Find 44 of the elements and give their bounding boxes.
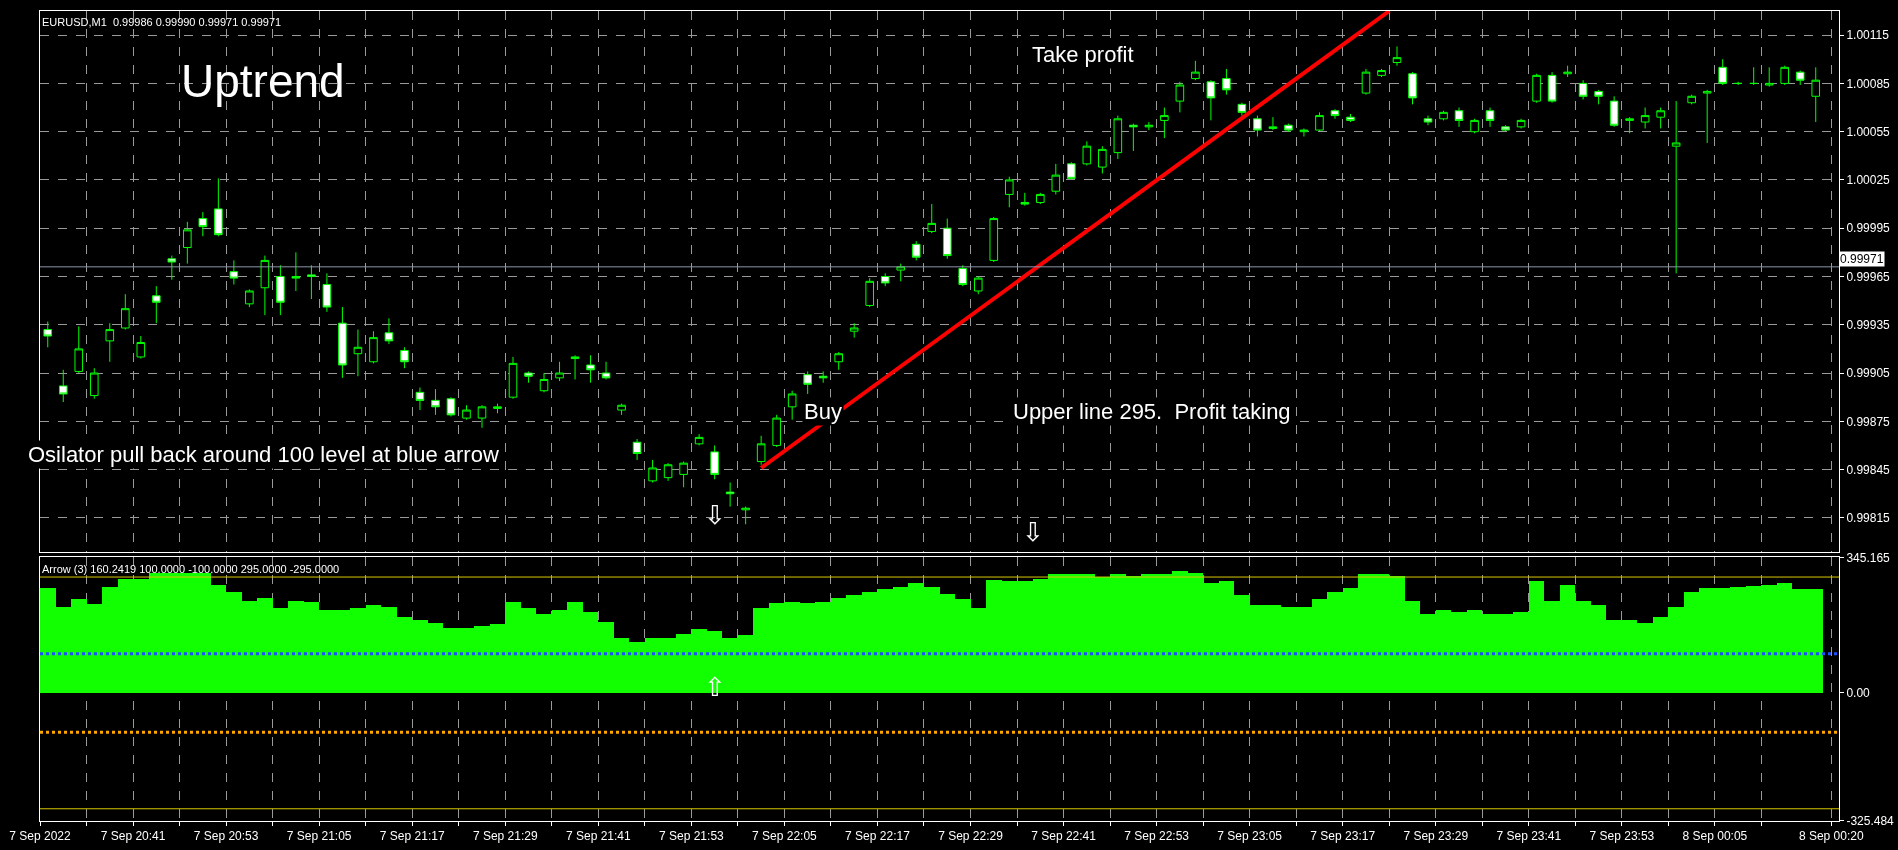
- y-tick-label: 0.99815: [1846, 511, 1891, 526]
- y-tick-label: 0.99905: [1846, 366, 1891, 381]
- annotation: ⇩: [704, 500, 726, 530]
- y-tick-label: 1.00115: [1846, 28, 1890, 43]
- y-tick-label: 0.00: [1846, 686, 1871, 701]
- x-tick-label: 7 Sep 2022: [9, 829, 72, 844]
- y-tick-label: 0.99965: [1846, 269, 1891, 284]
- annotation: Osilator pull back around 100 level at blue arrow: [28, 442, 499, 467]
- x-tick-label: 7 Sep 20:41: [100, 829, 166, 844]
- annotation: ⇩: [1022, 517, 1044, 547]
- x-tick-label: 7 Sep 23:17: [1310, 829, 1376, 844]
- x-tick-label: 7 Sep 23:41: [1496, 829, 1562, 844]
- y-tick-label: 0.99935: [1846, 317, 1891, 332]
- ref-line-label: 0.99971: [1840, 252, 1884, 266]
- y-tick-label: 0.99845: [1846, 462, 1891, 477]
- y-tick-label: 1.00085: [1846, 76, 1891, 91]
- x-tick-label: 7 Sep 22:29: [938, 829, 1004, 844]
- x-tick-label: 7 Sep 23:05: [1217, 829, 1283, 844]
- x-tick-label: 7 Sep 20:53: [193, 829, 259, 844]
- annotation: Uptrend: [181, 55, 345, 107]
- x-tick-label: 7 Sep 23:53: [1589, 829, 1655, 844]
- y-tick-label: 0.99995: [1846, 221, 1891, 236]
- x-tick-label: 8 Sep 00:20: [1798, 829, 1864, 844]
- y-tick-label: -325.484: [1846, 813, 1895, 828]
- annotation: Arrow (3) 160.2419 100.0000 -100.0000 295.0000 -295.0000: [42, 563, 340, 575]
- x-tick-label: 7 Sep 22:17: [845, 829, 911, 844]
- x-tick-label: 7 Sep 22:53: [1124, 829, 1190, 844]
- x-tick-label: 7 Sep 21:41: [565, 829, 631, 844]
- y-tick-label: 1.00055: [1846, 124, 1891, 139]
- x-tick-label: 7 Sep 22:41: [1031, 829, 1097, 844]
- annotation: Buy: [804, 399, 842, 424]
- x-tick-label: 7 Sep 21:05: [286, 829, 352, 844]
- x-tick-label: 8 Sep 00:05: [1682, 829, 1748, 844]
- x-tick-label: 7 Sep 21:17: [379, 829, 445, 844]
- annotation: Take profit: [1032, 42, 1134, 67]
- y-tick-label: 1.00025: [1846, 173, 1891, 188]
- x-tick-label: 7 Sep 22:05: [752, 829, 818, 844]
- annotation: EURUSD,M1 0.99986 0.99990 0.99971 0.99971: [42, 16, 282, 28]
- x-tick-label: 7 Sep 23:29: [1403, 829, 1469, 844]
- x-tick-label: 7 Sep 21:53: [658, 829, 725, 844]
- x-tick-label: 7 Sep 21:29: [472, 829, 538, 844]
- y-tick-label: 0.99875: [1846, 414, 1891, 429]
- annotation: Upper line 295. Profit taking: [1013, 399, 1291, 424]
- y-tick-label: 345.165: [1846, 550, 1891, 565]
